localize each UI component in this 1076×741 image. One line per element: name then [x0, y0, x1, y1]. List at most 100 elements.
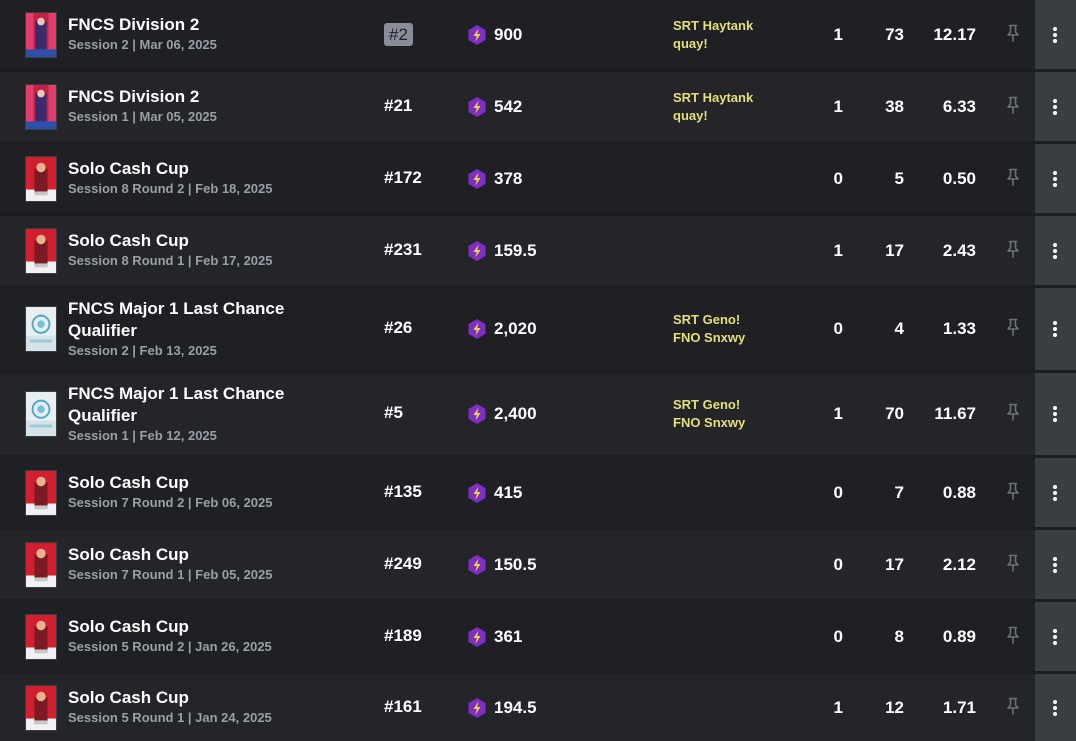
- event-title[interactable]: Solo Cash Cup: [68, 616, 189, 636]
- team-members[interactable]: SRT Haytank quay!: [673, 17, 783, 53]
- average-value: 1.71: [942, 697, 976, 717]
- row-menu-button[interactable]: [1035, 72, 1076, 141]
- event-title[interactable]: FNCS Division 2: [68, 14, 200, 34]
- row-menu-button[interactable]: [1035, 674, 1076, 741]
- table-row[interactable]: FNCS Major 1 Last Chance Qualifier Sessio…: [0, 373, 1076, 455]
- event-title[interactable]: FNCS Major 1 Last Chance Qualifier: [68, 384, 285, 425]
- eliminations-count: 4: [894, 319, 904, 338]
- table-row[interactable]: FNCS Division 2 Session 2 | Mar 06, 2025 #…: [0, 0, 1076, 69]
- event-title[interactable]: Solo Cash Cup: [68, 687, 189, 707]
- lightning-bolt-icon: [468, 24, 486, 45]
- average-value: 11.67: [934, 404, 976, 423]
- placement-rank: #189: [384, 625, 422, 645]
- pin-icon[interactable]: [1005, 403, 1021, 421]
- lightning-bolt-icon: [468, 168, 486, 189]
- event-session: Session 7 Round 1 | Feb 05, 2025: [68, 566, 273, 582]
- wins-count: 0: [833, 168, 843, 188]
- table-row[interactable]: Solo Cash Cup Session 8 Round 1 | Feb 17,…: [0, 216, 1076, 285]
- table-row[interactable]: Solo Cash Cup Session 5 Round 2 | Jan 26,…: [0, 602, 1076, 671]
- event-session: Session 2 | Mar 06, 2025: [68, 36, 217, 52]
- team-member-name[interactable]: SRT Haytank: [673, 17, 754, 33]
- team-member-name[interactable]: SRT Haytank: [673, 89, 754, 105]
- row-menu-button[interactable]: [1035, 373, 1076, 455]
- placement-rank: #26: [384, 318, 413, 337]
- event-title[interactable]: FNCS Division 2: [68, 86, 200, 106]
- fncs-division-thumbnail: [25, 11, 57, 58]
- placement-rank: #135: [384, 481, 422, 501]
- placement-rank: #2: [384, 22, 413, 46]
- event-session: Session 5 Round 2 | Jan 26, 2025: [68, 638, 272, 654]
- points-value: 159.5: [494, 240, 537, 260]
- event-title[interactable]: FNCS Major 1 Last Chance Qualifier: [68, 299, 285, 340]
- points-value: 2,400: [494, 404, 537, 423]
- more-vertical-icon: [1053, 628, 1057, 645]
- lcq-thumbnail: [25, 391, 57, 437]
- solo-cash-cup-thumbnail: [25, 227, 57, 274]
- average-value: 0.89: [942, 626, 976, 646]
- pin-icon[interactable]: [1005, 240, 1021, 258]
- lightning-bolt-icon: [468, 240, 486, 261]
- pin-icon[interactable]: [1005, 318, 1021, 336]
- lightning-bolt-icon: [468, 697, 486, 718]
- pin-icon[interactable]: [1005, 482, 1021, 500]
- event-title[interactable]: Solo Cash Cup: [68, 472, 189, 492]
- wins-count: 0: [833, 482, 843, 502]
- eliminations-count: 38: [885, 96, 904, 116]
- eliminations-count: 17: [885, 554, 904, 574]
- event-title[interactable]: Solo Cash Cup: [68, 158, 189, 178]
- table-row[interactable]: Solo Cash Cup Session 7 Round 1 | Feb 05,…: [0, 530, 1076, 599]
- pin-icon[interactable]: [1005, 24, 1021, 42]
- wins-count: 0: [833, 554, 843, 574]
- event-session: Session 8 Round 2 | Feb 18, 2025: [68, 180, 273, 196]
- team-members[interactable]: SRT Haytank quay!: [673, 89, 783, 125]
- solo-cash-cup-thumbnail: [25, 541, 57, 588]
- row-menu-button[interactable]: [1035, 144, 1076, 213]
- solo-cash-cup-thumbnail: [25, 613, 57, 660]
- eliminations-count: 5: [894, 168, 904, 188]
- pin-icon[interactable]: [1005, 96, 1021, 114]
- pin-icon[interactable]: [1005, 626, 1021, 644]
- eliminations-count: 7: [894, 482, 904, 502]
- row-menu-button[interactable]: [1035, 288, 1076, 370]
- table-row[interactable]: FNCS Division 2 Session 1 | Mar 05, 2025 #…: [0, 72, 1076, 141]
- more-vertical-icon: [1053, 170, 1057, 187]
- team-members[interactable]: SRT Geno! FNO Snxwy: [673, 396, 783, 432]
- pin-icon[interactable]: [1005, 168, 1021, 186]
- event-session: Session 5 Round 1 | Jan 24, 2025: [68, 709, 272, 725]
- row-menu-button[interactable]: [1035, 602, 1076, 671]
- lightning-bolt-icon: [468, 626, 486, 647]
- lightning-bolt-icon: [468, 482, 486, 503]
- eliminations-count: 17: [885, 240, 904, 260]
- team-member-name[interactable]: SRT Geno!: [673, 312, 741, 327]
- row-menu-button[interactable]: [1035, 530, 1076, 599]
- points-value: 361: [494, 626, 523, 646]
- points-value: 415: [494, 482, 523, 502]
- row-menu-button[interactable]: [1035, 216, 1076, 285]
- lightning-bolt-icon: [468, 554, 486, 575]
- team-member-name[interactable]: SRT Geno!: [673, 397, 741, 412]
- table-row[interactable]: Solo Cash Cup Session 7 Round 2 | Feb 06,…: [0, 458, 1076, 527]
- table-row[interactable]: FNCS Major 1 Last Chance Qualifier Sessio…: [0, 288, 1076, 370]
- placement-rank: #249: [384, 553, 422, 573]
- eliminations-count: 73: [885, 24, 904, 44]
- row-menu-button[interactable]: [1035, 458, 1076, 527]
- table-row[interactable]: Solo Cash Cup Session 8 Round 2 | Feb 18,…: [0, 144, 1076, 213]
- team-member-name[interactable]: FNO Snxwy: [673, 330, 746, 345]
- event-title[interactable]: Solo Cash Cup: [68, 544, 189, 564]
- more-vertical-icon: [1053, 321, 1057, 337]
- average-value: 0.50: [942, 168, 976, 188]
- fncs-division-thumbnail: [25, 83, 57, 130]
- team-member-name[interactable]: FNO Snxwy: [673, 415, 746, 430]
- event-title[interactable]: Solo Cash Cup: [68, 230, 189, 250]
- placement-rank: #231: [384, 239, 422, 259]
- row-menu-button[interactable]: [1035, 0, 1076, 69]
- placement-rank: #5: [384, 403, 403, 422]
- pin-icon[interactable]: [1005, 554, 1021, 572]
- team-members[interactable]: SRT Geno! FNO Snxwy: [673, 311, 783, 347]
- table-row[interactable]: Solo Cash Cup Session 5 Round 1 | Jan 24,…: [0, 674, 1076, 741]
- solo-cash-cup-thumbnail: [25, 155, 57, 202]
- pin-icon[interactable]: [1005, 697, 1021, 715]
- lightning-bolt-icon: [468, 96, 486, 117]
- team-member-name[interactable]: quay!: [673, 35, 708, 51]
- team-member-name[interactable]: quay!: [673, 107, 708, 123]
